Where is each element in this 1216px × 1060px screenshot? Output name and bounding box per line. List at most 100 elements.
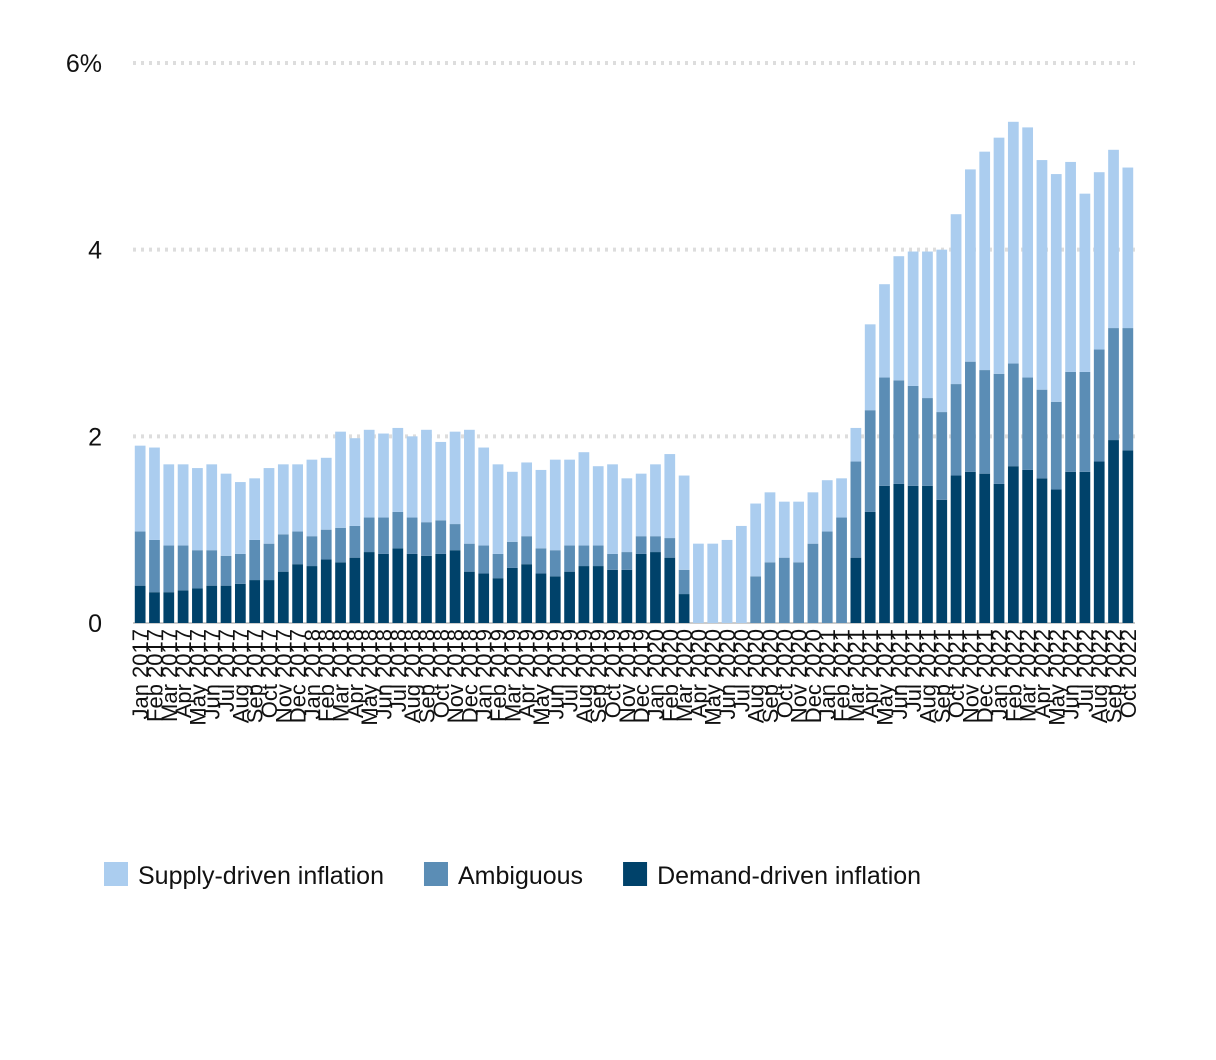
bar-segment [965,361,976,472]
bar-segment [392,427,404,512]
x-tick-label: Mar 2022 [1016,629,1041,722]
x-tick-label: Feb 2020 [658,629,683,722]
bar-segment [1093,172,1105,350]
x-tick-label: Jul 2017 [214,629,239,712]
bar-segment [1065,371,1076,472]
bar-segment [306,459,318,537]
bar-segment [592,566,604,623]
bar-segment [635,553,647,623]
bar-segment [206,464,218,551]
legend-label: Ambiguous [458,862,583,890]
bar-segment [1108,328,1119,441]
bar-segment [1079,371,1091,472]
bar-segment [277,571,289,623]
x-tick-label: Aug 2020 [744,629,769,723]
x-tick-label: Jun 2018 [372,629,397,720]
bar-segment [778,501,790,558]
x-tick-label: Jun 2019 [543,629,568,720]
bar-segment [936,249,948,413]
bar-segment [149,447,160,540]
x-tick-label: Mar 2021 [844,629,869,722]
bar-segment [421,429,432,523]
bar-segment [335,527,346,563]
x-tick-label: Jan 2021 [815,629,840,720]
x-tick-label: Sep 2022 [1102,629,1127,723]
bar-segment [1079,471,1091,623]
x-tick-label: Aug 2018 [400,629,425,723]
bar-segment [277,464,289,535]
bar-segment [936,499,948,623]
x-tick-label: Dec 2021 [973,629,998,723]
x-tick-label: May 2022 [1044,629,1069,726]
bar-segment [693,543,704,623]
bar-segment [836,517,847,623]
bar-segment [907,251,919,386]
bar-segment [521,564,533,623]
bar-segment [435,441,447,521]
x-tick-label: Sep 2019 [586,629,611,723]
bar-segment [249,478,261,540]
bar-segment [1022,377,1034,470]
x-tick-label: Aug 2021 [915,629,940,723]
x-tick-label: Oct 2017 [257,629,282,718]
x-tick-label: Nov 2018 [443,629,468,723]
bar-segment [1036,478,1048,623]
x-tick-label: May 2017 [185,629,210,726]
bar-segment [1050,489,1062,623]
x-tick-label: Sep 2017 [243,629,268,723]
x-tick-label: Jul 2018 [386,629,411,712]
bar-segment [492,464,504,554]
bar-segment [464,429,475,544]
bar-segment [521,536,533,565]
bar-segment [993,483,1005,623]
bar-segment [163,545,175,593]
bar-segment [177,545,189,591]
bar-segment [449,524,461,551]
bar-segment [764,492,776,563]
x-tick-label: Apr 2020 [686,629,711,718]
x-tick-label: Dec 2020 [801,629,826,723]
bar-segment [1050,174,1062,402]
bar-segment [163,592,175,623]
bar-segment [335,562,346,623]
bar-segment [263,580,275,623]
bar-segment [735,525,747,623]
bar-segment [907,385,919,486]
bar-segment [521,462,533,537]
bar-segment [607,553,618,570]
legend-swatch [623,862,648,886]
x-tick-label: Jan 2022 [987,629,1012,720]
bar-segment [821,480,833,532]
x-tick-label: Jun 2022 [1059,629,1084,720]
x-tick-label: Nov 2019 [615,629,640,723]
bar-segment [306,536,318,567]
bar-segment [950,475,962,623]
x-tick-label: Feb 2018 [314,629,339,722]
bar-segment [277,534,289,572]
bar-segment [678,475,690,570]
bar-segment [363,552,375,623]
bar-segment [807,492,819,544]
bar-segment [406,553,418,623]
bar-segment [936,412,948,500]
bar-segment [1093,461,1105,623]
bar-segment [163,464,175,546]
x-tick-label: Feb 2021 [830,629,855,722]
x-tick-label: Jul 2019 [558,629,583,712]
bar-segment [149,592,160,623]
bar-segment [220,555,232,586]
bar-segment [1050,401,1062,490]
bar-segment [464,543,475,572]
bar-segment [506,567,518,623]
legend-label: Demand-driven inflation [657,862,921,890]
bar-segment [549,576,561,623]
bar-segment [678,569,690,595]
bar-segment [349,438,361,526]
x-tick-label: Apr 2017 [171,629,196,718]
bar-segment [564,459,575,546]
bar-segment [836,478,847,518]
bar-segment [492,553,504,579]
bar-segment [907,485,919,623]
bar-segment [435,553,447,623]
